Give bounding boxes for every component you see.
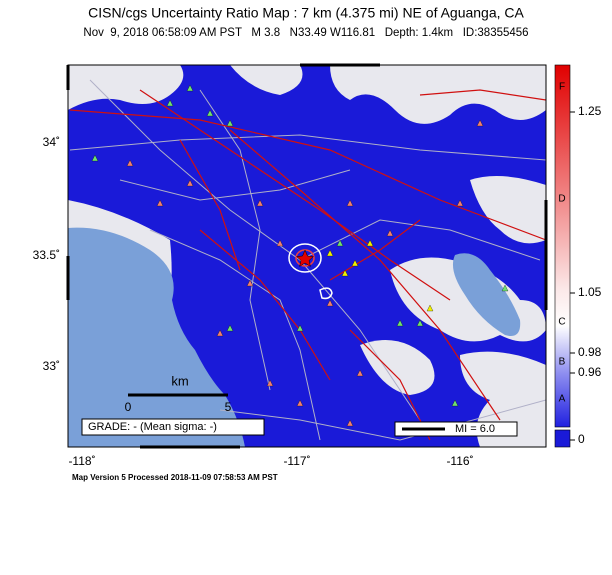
scale-start: 0	[125, 400, 132, 414]
scale-end: 5	[225, 400, 232, 414]
lat-label: 33˚	[43, 359, 60, 373]
colorbar-value: 0	[578, 432, 585, 446]
grade: GRADE: - (Mean sigma: -)	[88, 421, 217, 433]
colorbar	[554, 64, 571, 428]
map: km 0 5 GRADE: - (Mean sigma: -) MI = 6.0	[68, 65, 546, 447]
colorbar-value: 0.96	[578, 365, 602, 379]
colorbar-value: 1.25	[578, 104, 602, 118]
colorbar-zero	[554, 429, 571, 448]
footer: Map Version 5 Processed 2018-11-09 07:58…	[72, 473, 278, 482]
lat-label: 33.5˚	[33, 248, 60, 262]
colorbar-value: 1.05	[578, 285, 602, 299]
lat-label: 34˚	[43, 135, 60, 149]
grade-letter: B	[559, 357, 566, 368]
grade-letter: F	[559, 82, 565, 93]
grade-letter: C	[558, 317, 565, 328]
scale-unit: km	[171, 373, 188, 388]
mi-legend: MI = 6.0	[455, 423, 495, 435]
grade-letter: D	[558, 194, 565, 205]
colorbar-value: 0.98	[578, 345, 602, 359]
frame-ticks	[66, 63, 548, 449]
scale-bar: km 0 5	[125, 373, 232, 414]
title: CISN/cgs Uncertainty Ratio Map : 7 km (4…	[88, 5, 524, 21]
lon-label: -117˚	[283, 454, 310, 468]
subtitle: Nov 9, 2018 06:58:09 AM PST M 3.8 N33.49…	[83, 27, 528, 39]
lon-label: -118˚	[68, 454, 95, 468]
lon-label: -116˚	[446, 454, 473, 468]
grade-letter: A	[559, 394, 566, 405]
